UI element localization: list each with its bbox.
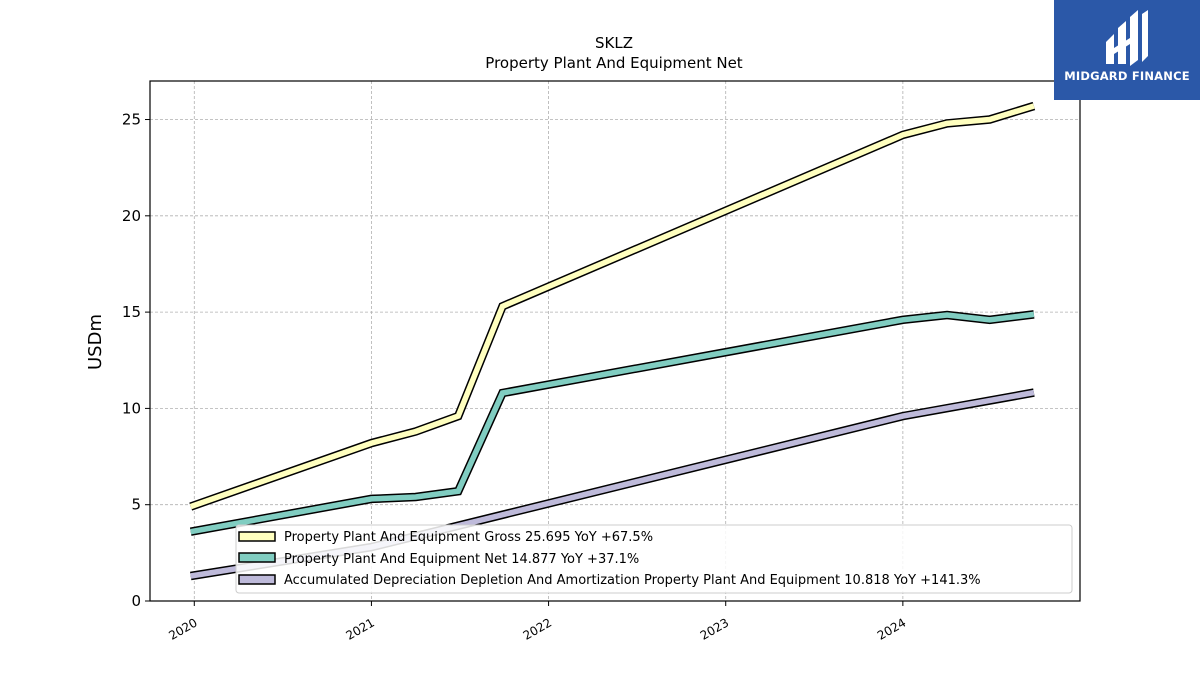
legend-swatch-depreciation bbox=[238, 574, 276, 585]
grid bbox=[150, 81, 1080, 602]
logo-mark-icon bbox=[1106, 10, 1148, 66]
y-tick-label: 20 bbox=[122, 207, 141, 225]
chart-title: SKLZ bbox=[595, 34, 633, 52]
legend-label-depreciation: Accumulated Depreciation Depletion And A… bbox=[284, 573, 981, 588]
y-tick-label: 5 bbox=[131, 496, 141, 514]
y-tick-label: 25 bbox=[122, 111, 141, 129]
logo-text: MIDGARD FINANCE bbox=[1064, 69, 1190, 83]
y-tick-label: 0 bbox=[131, 592, 141, 610]
series-line bbox=[189, 101, 1036, 511]
x-tick-label: 2024 bbox=[875, 615, 908, 642]
x-tick-label: 2022 bbox=[521, 615, 554, 642]
legend-label-net: Property Plant And Equipment Net 14.877 … bbox=[284, 552, 639, 567]
x-tick-label: 2023 bbox=[698, 615, 731, 642]
legend-box bbox=[235, 524, 1073, 594]
chart-subtitle: Property Plant And Equipment Net bbox=[485, 54, 742, 72]
series-line-fill bbox=[189, 103, 1035, 510]
series-line bbox=[189, 310, 1035, 536]
y-axis: 0 5 10 15 20 25 bbox=[122, 111, 150, 610]
series-line-outline bbox=[189, 101, 1036, 511]
y-tick-label: 10 bbox=[122, 399, 141, 417]
plot-frame bbox=[149, 80, 1081, 602]
y-axis-label: USDm bbox=[85, 314, 106, 370]
legend: Property Plant And Equipment Gross 25.69… bbox=[235, 524, 1073, 594]
y-tick-label: 15 bbox=[122, 303, 141, 321]
x-tick-label: 2021 bbox=[343, 615, 376, 642]
series-line-outline bbox=[189, 310, 1035, 536]
legend-label-gross: Property Plant And Equipment Gross 25.69… bbox=[284, 530, 653, 545]
legend-swatch-gross bbox=[238, 531, 276, 542]
x-axis: 2020 2021 2022 2023 2024 bbox=[166, 601, 908, 643]
midgard-finance-logo: MIDGARD FINANCE bbox=[1054, 0, 1200, 100]
series-line-fill bbox=[190, 311, 1035, 535]
x-tick-label: 2020 bbox=[166, 615, 199, 642]
legend-swatch-net bbox=[238, 552, 276, 563]
series-layer bbox=[189, 101, 1036, 581]
